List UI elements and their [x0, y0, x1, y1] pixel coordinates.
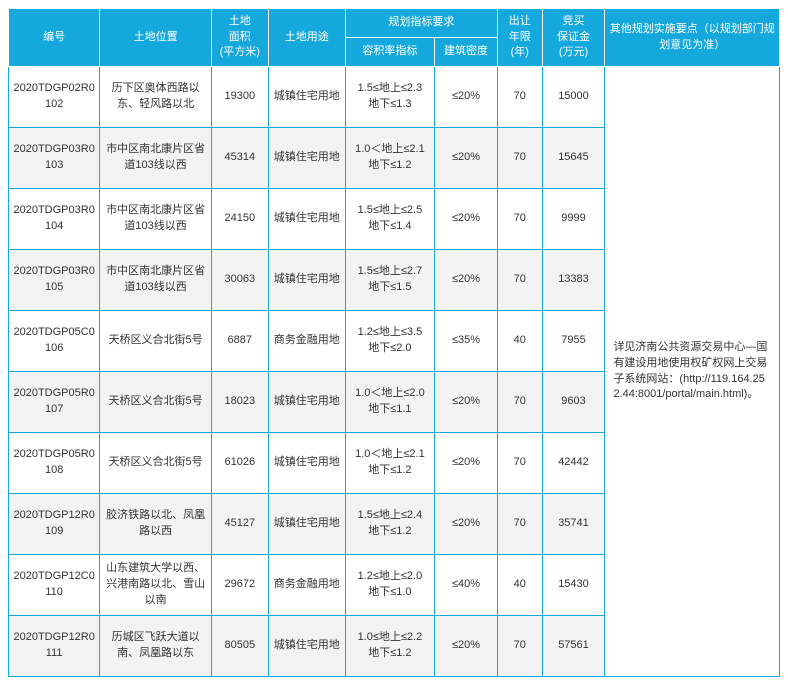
col-use: 土地用途 [268, 9, 345, 67]
table-cell: 42442 [542, 433, 605, 494]
table-cell: 18023 [211, 372, 268, 433]
table-cell: 15430 [542, 555, 605, 616]
table-cell: 40 [497, 555, 542, 616]
table-cell: 1.0＜地上≤2.1地下≤1.2 [345, 433, 434, 494]
table-cell: ≤20% [435, 67, 498, 128]
table-cell: 61026 [211, 433, 268, 494]
table-cell: ≤40% [435, 555, 498, 616]
table-cell: ≤20% [435, 494, 498, 555]
table-cell: 城镇住宅用地 [268, 250, 345, 311]
table-cell: 2020TDGP02R0102 [9, 67, 100, 128]
table-cell: 2020TDGP03R0105 [9, 250, 100, 311]
col-deposit: 竞买保证金(万元) [542, 9, 605, 67]
table-cell: ≤20% [435, 250, 498, 311]
table-cell: 2020TDGP12R0109 [9, 494, 100, 555]
table-cell: 城镇住宅用地 [268, 494, 345, 555]
table-cell: 13383 [542, 250, 605, 311]
table-cell: 天桥区义合北街5号 [100, 372, 212, 433]
table-cell: 城镇住宅用地 [268, 616, 345, 677]
table-cell: ≤20% [435, 128, 498, 189]
table-cell: 1.2≤地上≤2.0地下≤1.0 [345, 555, 434, 616]
table-cell: 城镇住宅用地 [268, 372, 345, 433]
table-cell: 市中区南北康片区省道103线以西 [100, 250, 212, 311]
table-cell: 商务金融用地 [268, 555, 345, 616]
table-cell: 35741 [542, 494, 605, 555]
table-cell: 70 [497, 616, 542, 677]
table-cell: 2020TDGP05R0108 [9, 433, 100, 494]
table-cell: 山东建筑大学以西、兴港南路以北、雪山以南 [100, 555, 212, 616]
table-cell: 29672 [211, 555, 268, 616]
table-cell: 45127 [211, 494, 268, 555]
table-cell: 45314 [211, 128, 268, 189]
table-cell: 70 [497, 372, 542, 433]
col-area: 土地面积(平方米) [211, 9, 268, 67]
table-cell: 天桥区义合北街5号 [100, 311, 212, 372]
table-cell: 1.0≤地上≤2.2地下≤1.2 [345, 616, 434, 677]
table-cell: 1.5≤地上≤2.7地下≤1.5 [345, 250, 434, 311]
col-far: 容积率指标 [345, 38, 434, 67]
table-cell: 历下区奥体西路以东、轻风路以北 [100, 67, 212, 128]
table-cell: 1.5≤地上≤2.4地下≤1.2 [345, 494, 434, 555]
table-cell: 70 [497, 128, 542, 189]
table-cell: 70 [497, 67, 542, 128]
col-location: 土地位置 [100, 9, 212, 67]
table-cell: 9999 [542, 189, 605, 250]
table-cell: 商务金融用地 [268, 311, 345, 372]
table-cell: 市中区南北康片区省道103线以西 [100, 189, 212, 250]
col-plan-group: 规划指标要求 [345, 9, 497, 38]
table-cell: ≤20% [435, 189, 498, 250]
table-cell: 6887 [211, 311, 268, 372]
table-cell: 70 [497, 189, 542, 250]
table-cell: ≤35% [435, 311, 498, 372]
table-cell: ≤20% [435, 372, 498, 433]
table-cell: 1.5≤地上≤2.3地下≤1.3 [345, 67, 434, 128]
table-cell: 30063 [211, 250, 268, 311]
table-cell: 2020TDGP12C0110 [9, 555, 100, 616]
col-other: 其他规划实施要点（以规划部门规划意见为准） [605, 9, 780, 67]
table-cell: 15000 [542, 67, 605, 128]
table-cell: 2020TDGP03R0104 [9, 189, 100, 250]
table-cell: 城镇住宅用地 [268, 128, 345, 189]
table-cell: 70 [497, 494, 542, 555]
table-cell: 7955 [542, 311, 605, 372]
col-years: 出让年限(年) [497, 9, 542, 67]
table-cell: 市中区南北康片区省道103线以西 [100, 128, 212, 189]
table-cell: 24150 [211, 189, 268, 250]
table-cell: 天桥区义合北街5号 [100, 433, 212, 494]
table-cell: ≤20% [435, 433, 498, 494]
table-header: 编号 土地位置 土地面积(平方米) 土地用途 规划指标要求 出让年限(年) 竞买… [9, 9, 780, 67]
table-cell: 19300 [211, 67, 268, 128]
table-cell: ≤20% [435, 616, 498, 677]
table-cell: 城镇住宅用地 [268, 433, 345, 494]
table-cell: 2020TDGP12R0111 [9, 616, 100, 677]
table-cell: 2020TDGP03R0103 [9, 128, 100, 189]
land-table: 编号 土地位置 土地面积(平方米) 土地用途 规划指标要求 出让年限(年) 竞买… [8, 8, 780, 677]
table-cell: 2020TDGP05R0107 [9, 372, 100, 433]
col-id: 编号 [9, 9, 100, 67]
table-cell: 2020TDGP05C0106 [9, 311, 100, 372]
table-cell: 9603 [542, 372, 605, 433]
table-cell: 城镇住宅用地 [268, 189, 345, 250]
table-cell: 1.5≤地上≤2.5地下≤1.4 [345, 189, 434, 250]
table-cell: 80505 [211, 616, 268, 677]
table-cell: 1.0＜地上≤2.1地下≤1.2 [345, 128, 434, 189]
table-cell: 胶济铁路以北、凤凰路以西 [100, 494, 212, 555]
table-cell: 1.2≤地上≤3.5地下≤2.0 [345, 311, 434, 372]
table-cell: 城镇住宅用地 [268, 67, 345, 128]
table-cell: 1.0＜地上≤2.0地下≤1.1 [345, 372, 434, 433]
table-row: 2020TDGP02R0102历下区奥体西路以东、轻风路以北19300城镇住宅用… [9, 67, 780, 128]
table-body: 2020TDGP02R0102历下区奥体西路以东、轻风路以北19300城镇住宅用… [9, 67, 780, 677]
table-cell: 70 [497, 433, 542, 494]
remark-cell: 详见济南公共资源交易中心—国有建设用地使用权矿权网上交易子系统网站：(http:… [605, 67, 780, 677]
table-cell: 40 [497, 311, 542, 372]
table-cell: 历城区飞跃大道以南、凤凰路以东 [100, 616, 212, 677]
table-cell: 70 [497, 250, 542, 311]
table-cell: 57561 [542, 616, 605, 677]
col-density: 建筑密度 [435, 38, 498, 67]
table-cell: 15645 [542, 128, 605, 189]
